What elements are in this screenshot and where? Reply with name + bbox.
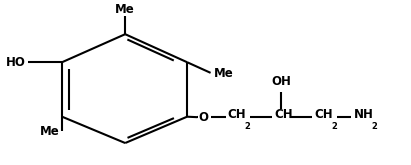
Text: HO: HO	[6, 56, 25, 69]
Text: Me: Me	[115, 3, 135, 16]
Text: 2: 2	[372, 122, 377, 131]
Text: Me: Me	[214, 67, 234, 80]
Text: CH: CH	[274, 108, 293, 121]
Text: OH: OH	[271, 75, 291, 88]
Text: Me: Me	[40, 125, 60, 138]
Text: NH: NH	[354, 108, 374, 121]
Text: CH: CH	[314, 108, 333, 121]
Text: 2: 2	[245, 122, 250, 131]
Text: CH: CH	[228, 108, 246, 121]
Text: O: O	[198, 111, 208, 124]
Text: 2: 2	[332, 122, 337, 131]
